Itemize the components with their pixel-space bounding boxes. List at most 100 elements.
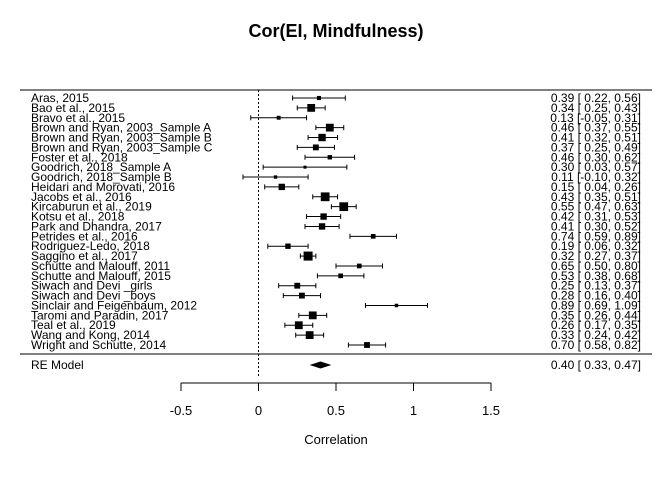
point-estimate (285, 243, 291, 249)
x-tick-label: -0.5 (170, 403, 192, 418)
point-estimate (305, 331, 314, 340)
point-estimate (320, 213, 327, 220)
study-rows: Aras, 2015 0.39 [ 0.22, 0.56]Bao et al., … (31, 91, 641, 352)
point-estimate (338, 273, 343, 279)
study-row: Goodrich, 2018_Sample B 0.11 [-0.10, 0.32… (31, 170, 641, 184)
study-ci-text: 0.11 [-0.10, 0.32] (551, 170, 641, 184)
study-row: Heidari and Morovati, 2016 0.15 [ 0.04, 0… (31, 180, 641, 194)
study-row: Wright and Schutte, 2014 0.70 [ 0.58, 0.8… (31, 338, 641, 352)
summary-label: RE Model (31, 358, 84, 372)
study-row: Bao et al., 2015 0.34 [ 0.25, 0.43] (31, 101, 641, 115)
study-ci-text: 0.46 [ 0.30, 0.62] (551, 150, 641, 164)
study-ci-text: 0.41 [ 0.30, 0.52] (551, 219, 641, 233)
point-estimate (325, 123, 334, 132)
study-ci-text: 0.41 [ 0.32, 0.51] (551, 131, 641, 145)
study-label: Kotsu et al., 2018 (31, 210, 125, 224)
study-label: Foster et al., 2018 (31, 150, 128, 164)
study-label: Heidari and Morovati, 2016 (31, 180, 175, 194)
x-tick-label: 1.5 (482, 403, 500, 418)
study-ci-text: 0.32 [ 0.27, 0.37] (551, 249, 641, 263)
study-ci-text: 0.13 [-0.05, 0.31] (550, 111, 641, 125)
study-row: Brown and Ryan, 2003_Sample B 0.41 [ 0.32… (31, 131, 641, 145)
point-estimate (294, 282, 301, 289)
study-label: Petrides et al., 2016 (31, 229, 138, 243)
point-estimate (318, 133, 326, 142)
point-estimate (370, 233, 376, 239)
study-ci-text: 0.19 [ 0.06, 0.32] (551, 239, 641, 253)
study-ci-text: 0.42 [ 0.31, 0.53] (551, 210, 641, 224)
study-label: Sinclair and Feigenbaum, 2012 (31, 298, 197, 312)
point-estimate (273, 175, 278, 179)
study-label: Kircaburun et al., 2019 (31, 200, 152, 214)
x-tick-label: 1 (410, 403, 417, 418)
study-label: Siwach and Devi _girls (31, 279, 152, 293)
study-ci-text: 0.30 [ 0.03, 0.57] (551, 160, 641, 174)
study-row: Wang and Kong, 2014 0.33 [ 0.24, 0.42] (31, 328, 641, 342)
study-ci-text: 0.53 [ 0.38, 0.68] (551, 269, 641, 283)
point-estimate (312, 144, 319, 151)
point-estimate (298, 292, 305, 299)
study-label: Saggino et al., 2017 (31, 249, 138, 263)
point-estimate (307, 103, 316, 112)
study-row: Goodrich, 2018_Sample A 0.30 [ 0.03, 0.57… (31, 160, 641, 174)
study-ci-text: 0.28 [ 0.16, 0.40] (551, 289, 641, 303)
study-row: Kotsu et al., 2018 0.42 [ 0.31, 0.53] (31, 210, 641, 224)
point-estimate (303, 165, 307, 169)
study-label: Siwach and Devi _boys (31, 289, 156, 303)
chart-title: Cor(EI, Mindfulness) (249, 21, 424, 41)
study-row: Bravo et al., 2015 0.13 [-0.05, 0.31] (31, 111, 641, 125)
point-estimate (278, 183, 285, 191)
summary-diamond (309, 361, 332, 369)
study-row: Saggino et al., 2017 0.32 [ 0.27, 0.37] (31, 249, 641, 263)
study-ci-text: 0.89 [ 0.69, 1.09] (551, 298, 641, 312)
point-estimate (356, 263, 362, 269)
study-label: Taromi and Paradin, 2017 (31, 308, 169, 322)
summary-ci-text: 0.40 [ 0.33, 0.47] (551, 358, 641, 372)
study-ci-text: 0.65 [ 0.50, 0.80] (551, 259, 641, 273)
point-estimate (394, 303, 399, 308)
study-label: Wang and Kong, 2014 (31, 328, 150, 342)
study-ci-text: 0.70 [ 0.58, 0.82] (551, 338, 641, 352)
study-ci-text: 0.15 [ 0.04, 0.26] (551, 180, 641, 194)
study-row: Taromi and Paradin, 2017 0.35 [ 0.26, 0.4… (31, 308, 641, 322)
study-label: Teal et al., 2019 (31, 318, 116, 332)
point-estimate (308, 311, 317, 320)
study-row: Siwach and Devi _boys 0.28 [ 0.16, 0.40] (31, 289, 641, 303)
study-label: Goodrich, 2018_Sample A (31, 160, 171, 174)
point-estimate (316, 95, 322, 101)
study-row: Teal et al., 2019 0.26 [ 0.17, 0.35] (31, 318, 641, 332)
point-estimate (294, 321, 303, 330)
point-estimate (276, 115, 281, 120)
x-tick-label: 0.5 (327, 403, 345, 418)
study-row: Brown and Ryan, 2003_Sample C 0.37 [ 0.25… (31, 140, 641, 154)
study-label: Jacobs et al., 2016 (31, 190, 132, 204)
study-row: Sinclair and Feigenbaum, 2012 0.89 [ 0.69… (31, 298, 641, 312)
study-label: Wright and Schutte, 2014 (31, 338, 167, 352)
study-row: Aras, 2015 0.39 [ 0.22, 0.56] (31, 91, 641, 105)
study-row: Brown and Ryan, 2003_Sample A 0.46 [ 0.37… (31, 121, 641, 135)
study-ci-text: 0.39 [ 0.22, 0.56] (551, 91, 641, 105)
study-ci-text: 0.74 [ 0.59, 0.89] (551, 229, 641, 243)
point-estimate (339, 202, 349, 212)
study-label: Schutte and Malouff, 2015 (31, 269, 171, 283)
study-ci-text: 0.43 [ 0.35, 0.51] (551, 190, 641, 204)
study-ci-text: 0.35 [ 0.26, 0.44] (551, 308, 641, 322)
study-ci-text: 0.34 [ 0.25, 0.43] (551, 101, 641, 115)
point-estimate (320, 192, 330, 202)
study-row: Foster et al., 2018 0.46 [ 0.30, 0.62] (31, 150, 641, 164)
x-tick-label: 0 (255, 403, 262, 418)
study-label: Brown and Ryan, 2003_Sample B (31, 131, 212, 145)
study-row: Kircaburun et al., 2019 0.55 [ 0.47, 0.63… (31, 200, 641, 214)
point-estimate (364, 342, 370, 348)
study-label: Aras, 2015 (31, 91, 89, 105)
study-row: Park and Dhandra, 2017 0.41 [ 0.30, 0.52] (31, 219, 641, 233)
point-estimate (318, 223, 326, 230)
study-ci-text: 0.37 [ 0.25, 0.49] (551, 140, 641, 154)
x-axis-label: Correlation (304, 432, 368, 447)
study-ci-text: 0.26 [ 0.17, 0.35] (551, 318, 641, 332)
study-row: Schutte and Malouff, 2011 0.65 [ 0.50, 0.… (31, 259, 641, 273)
study-label: Rodriguez-Ledo, 2018 (31, 239, 150, 253)
study-label: Brown and Ryan, 2003_Sample C (31, 140, 213, 154)
study-row: Jacobs et al., 2016 0.43 [ 0.35, 0.51] (31, 190, 641, 204)
